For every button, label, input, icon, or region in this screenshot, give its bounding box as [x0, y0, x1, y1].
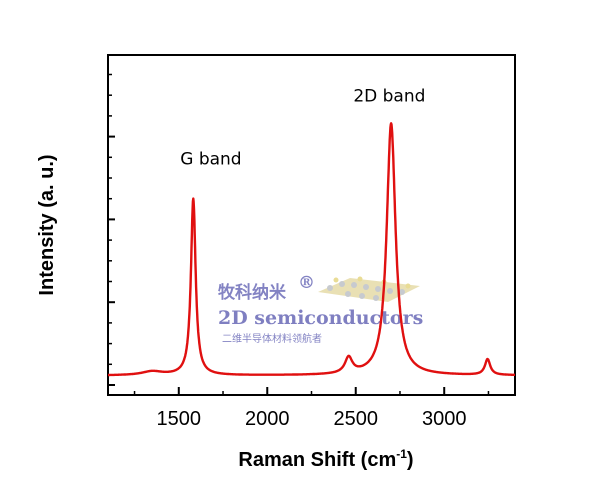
x-tick-label: 2000 [245, 408, 290, 430]
x-axis-title-main: Raman Shift (cm [238, 449, 396, 471]
watermark-brand-en: 2D semiconductors [218, 307, 423, 329]
x-axis-title: Raman Shift (cm-1) [238, 447, 413, 471]
annotation-2d-band: 2D band [353, 87, 425, 107]
x-axis-ticks: 1500 2000 2500 3000 [133, 387, 490, 430]
watermark-registered-mark: ® [298, 273, 315, 293]
y-axis-ticks [108, 73, 115, 386]
watermark-logo-image [318, 276, 420, 302]
x-tick-label: 3000 [422, 408, 467, 430]
raman-spectrum-line [107, 122, 516, 377]
x-tick-label: 1500 [157, 408, 202, 430]
x-axis-title-sup: -1 [396, 447, 407, 461]
annotation-g-band: G band [180, 150, 241, 170]
watermark-tagline: 二维半导体材料领航者 [222, 332, 322, 345]
watermark: 牧科纳米 ® 2D semiconductors 二维半导体材料领航者 [218, 273, 423, 345]
x-tick-label: 2500 [333, 408, 378, 430]
x-axis-title-end: ) [407, 449, 414, 471]
y-axis-title: Intensity (a. u.) [36, 154, 58, 295]
watermark-brand-cn: 牧科纳米 [218, 282, 287, 303]
